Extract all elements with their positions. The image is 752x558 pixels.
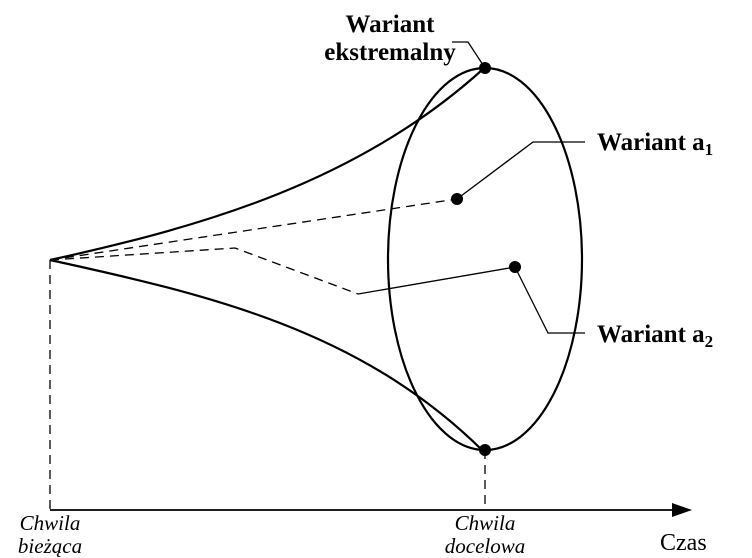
label-a1-text: Wariant a (597, 129, 705, 156)
point-a1 (451, 193, 463, 205)
upper-envelope (49, 69, 483, 262)
path-a2-end (357, 266, 516, 295)
current-label-1: Chwila (20, 511, 81, 535)
path-a2 (49, 247, 359, 295)
time-label: Czas (660, 530, 707, 556)
target-ellipse (386, 66, 584, 452)
axis-arrow (672, 503, 692, 517)
shapes (49, 66, 584, 452)
label-a2-sub: 2 (705, 332, 714, 351)
target-label-1: Chwila (455, 511, 516, 535)
label-extreme-2: ekstremalny (324, 39, 456, 66)
label-extreme-1: Wariant (346, 11, 436, 38)
point-a2 (509, 261, 521, 273)
path-a1 (49, 198, 458, 261)
label-a1-sub: 1 (705, 140, 714, 159)
lower-envelope (49, 258, 483, 451)
leaders (50, 41, 680, 511)
target-label-2: docelowa (445, 534, 525, 558)
points (451, 62, 521, 456)
point-extreme-bottom (479, 444, 491, 456)
label-a2-text: Wariant a (597, 321, 705, 348)
leader-a2 (514, 266, 585, 334)
leader-a1 (456, 141, 585, 200)
leader-extreme (452, 41, 486, 69)
label-a2: Wariant a2 (597, 321, 713, 351)
label-a1: Wariant a1 (597, 129, 713, 159)
current-label-2: bieżąca (18, 534, 82, 558)
dashed-paths (49, 198, 486, 510)
point-extreme-top (479, 62, 491, 74)
